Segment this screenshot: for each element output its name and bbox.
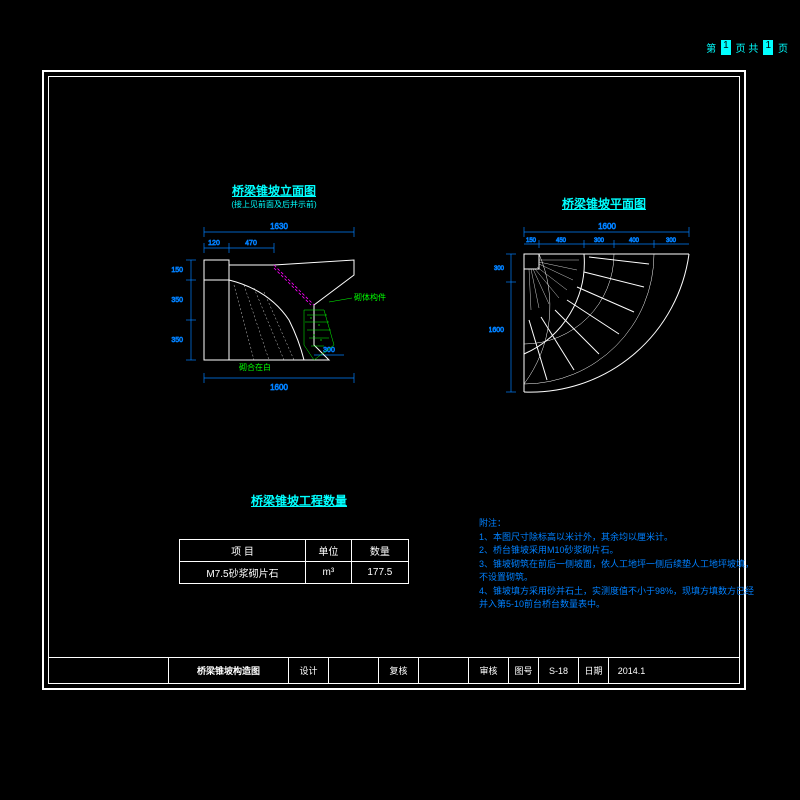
dim-top: 1630: [270, 222, 288, 231]
pdim-top: 1600: [598, 222, 616, 231]
drawing-frame-outer: 桥梁锥坡立面图 (接上见前面及后并示前) 1630 120 470: [42, 70, 746, 690]
side-label: 砌体构件: [354, 292, 386, 302]
cell-unit: m³: [305, 562, 351, 584]
note-1: 1、本图尺寸除标高以米计外，其余均以厘米计。: [479, 531, 759, 545]
pseg4: 400: [629, 238, 640, 244]
plan-title: 桥梁锥坡平面图: [489, 195, 719, 212]
page-num: 1: [721, 40, 731, 55]
note-2: 2、桥台锥坡采用M10砂浆砌片石。: [479, 544, 759, 558]
pdim-lh2: 300: [494, 266, 505, 272]
cell-item: M7.5砂浆砌片石: [180, 562, 306, 584]
table-header-row: 项 目 单位 数量: [180, 540, 409, 562]
field-date-label: 日期: [579, 658, 609, 683]
quantity-table: 项 目 单位 数量 M7.5砂浆砌片石 m³ 177.5: [179, 539, 409, 584]
elevation-title: 桥梁锥坡立面图: [159, 182, 389, 199]
title-block: 桥梁锥坡构造图 设计 复核 审核 图号 S-18 日期 2014.1: [49, 657, 739, 683]
drawing-frame-inner: 桥梁锥坡立面图 (接上见前面及后并示前) 1630 120 470: [48, 76, 740, 684]
notes-header: 附注：: [479, 517, 759, 531]
field-dwgno: S-18: [539, 658, 579, 683]
page-indicator: 第 1 页 共 1 页: [704, 40, 790, 55]
elevation-view: 桥梁锥坡立面图 (接上见前面及后并示前) 1630 120 470: [159, 182, 389, 400]
dim-h3: 350: [171, 337, 183, 344]
cell-qty: 177.5: [351, 562, 408, 584]
page-total: 1: [763, 40, 773, 55]
col-item: 项 目: [180, 540, 306, 562]
field-design: 设计: [289, 658, 329, 683]
bottom-label: 砌合在白: [239, 362, 271, 372]
elevation-subtitle: (接上见前面及后并示前): [159, 199, 389, 210]
quantity-section: 桥梁锥坡工程数量 项 目 单位 数量 M7.5砂浆砌片石 m³ 177.5: [179, 492, 419, 584]
dim-l1: 120: [208, 240, 220, 247]
dim-l2: 470: [245, 240, 257, 247]
table-row: M7.5砂浆砌片石 m³ 177.5: [180, 562, 409, 584]
page-prefix: 第: [704, 40, 718, 55]
dim-h2: 350: [171, 297, 183, 304]
elevation-svg: 1630 120 470 150 350 350: [159, 210, 389, 400]
page-suffix: 页: [776, 40, 790, 55]
dim-bottom: 1600: [270, 383, 288, 392]
pseg5: 300: [666, 238, 677, 244]
col-qty: 数量: [351, 540, 408, 562]
drawing-title: 桥梁锥坡构造图: [169, 658, 289, 683]
col-unit: 单位: [305, 540, 351, 562]
plan-svg: 1600 150 450 300 400 300: [489, 212, 719, 412]
note-4: 4、锥坡填方采用砂并石土，实测度值不小于98%，现填方填数方已经并入第5-10前…: [479, 585, 759, 612]
quantity-title: 桥梁锥坡工程数量: [179, 492, 419, 509]
dim-h1: 150: [171, 267, 183, 274]
field-review: 复核: [379, 658, 419, 683]
pdim-lh: 1600: [489, 327, 504, 334]
note-3: 3、锥坡砌筑在前后一侧坡面，依人工地坪一侧后续垫人工地坪坡填，不设置砌筑。: [479, 558, 759, 585]
dim-rs: 300: [323, 347, 335, 354]
page-mid: 页 共: [734, 40, 761, 55]
pseg3: 300: [594, 238, 605, 244]
notes-section: 附注： 1、本图尺寸除标高以米计外，其余均以厘米计。 2、桥台锥坡采用M10砂浆…: [479, 517, 759, 612]
field-date: 2014.1: [609, 658, 654, 683]
pseg2: 450: [556, 238, 567, 244]
field-approve: 审核: [469, 658, 509, 683]
pseg1: 150: [526, 238, 537, 244]
plan-view: 桥梁锥坡平面图 1600 150 450 300 4: [489, 195, 719, 412]
field-dwgno-label: 图号: [509, 658, 539, 683]
